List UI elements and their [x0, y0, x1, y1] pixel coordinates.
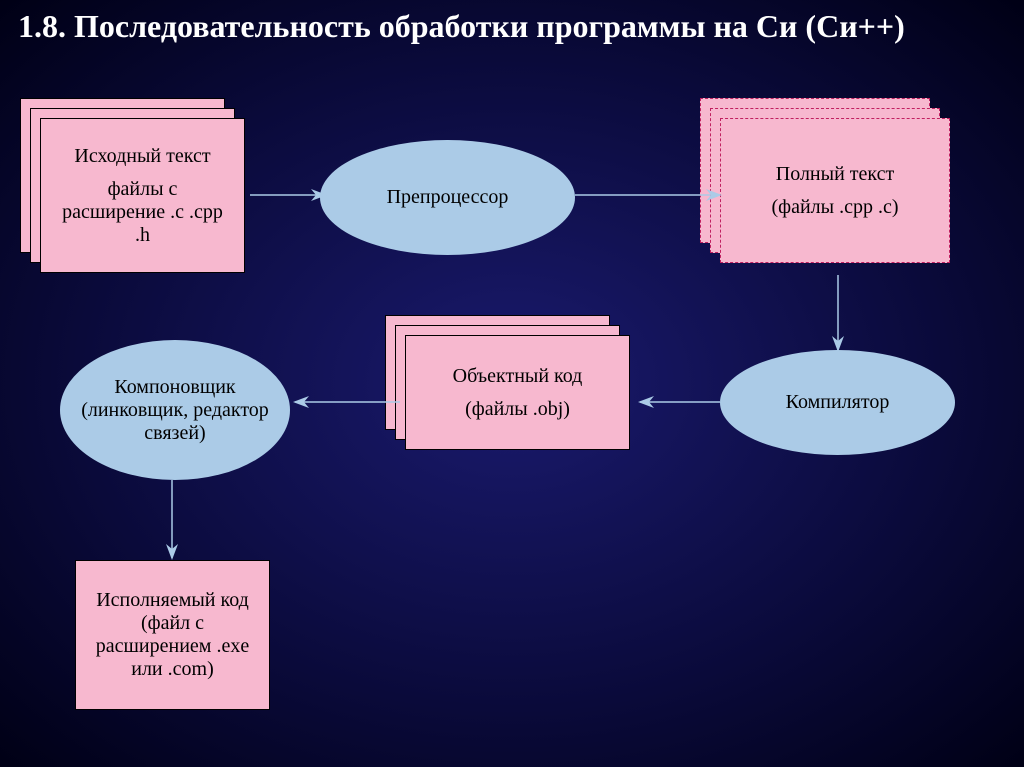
ellipse-compiler: Компилятор	[720, 350, 955, 455]
box-fulltext: Полный текст (файлы .cpp .c)	[720, 118, 950, 263]
node-line: файлы с расширение .c .cpp .h	[55, 178, 230, 247]
node-preproc: Препроцессор	[320, 140, 575, 255]
node-objcode: Объектный код (файлы .obj)	[405, 335, 630, 450]
node-line: (файлы .obj)	[465, 398, 570, 421]
node-line: Полный текст	[776, 163, 894, 186]
box-objcode: Объектный код (файлы .obj)	[405, 335, 630, 450]
node-line: Объектный код	[453, 365, 583, 388]
node-exe: Исполняемый код (файл с расширением .exe…	[75, 560, 270, 710]
node-line: (файлы .cpp .c)	[771, 196, 898, 219]
node-source: Исходный текст файлы с расширение .c .cpp…	[40, 118, 245, 273]
node-line: Исходный текст	[74, 145, 210, 168]
box-source: Исходный текст файлы с расширение .c .cpp…	[40, 118, 245, 273]
node-fulltext: Полный текст (файлы .cpp .c)	[720, 118, 950, 263]
ellipse-preproc: Препроцессор	[320, 140, 575, 255]
ellipse-linker: Компоновщик (линковщик, редактор связей)	[60, 340, 290, 480]
box-exe: Исполняемый код (файл с расширением .exe…	[75, 560, 270, 710]
node-linker: Компоновщик (линковщик, редактор связей)	[60, 340, 290, 480]
node-compiler: Компилятор	[720, 350, 955, 455]
page-title: 1.8. Последовательность обработки програ…	[0, 0, 1024, 45]
